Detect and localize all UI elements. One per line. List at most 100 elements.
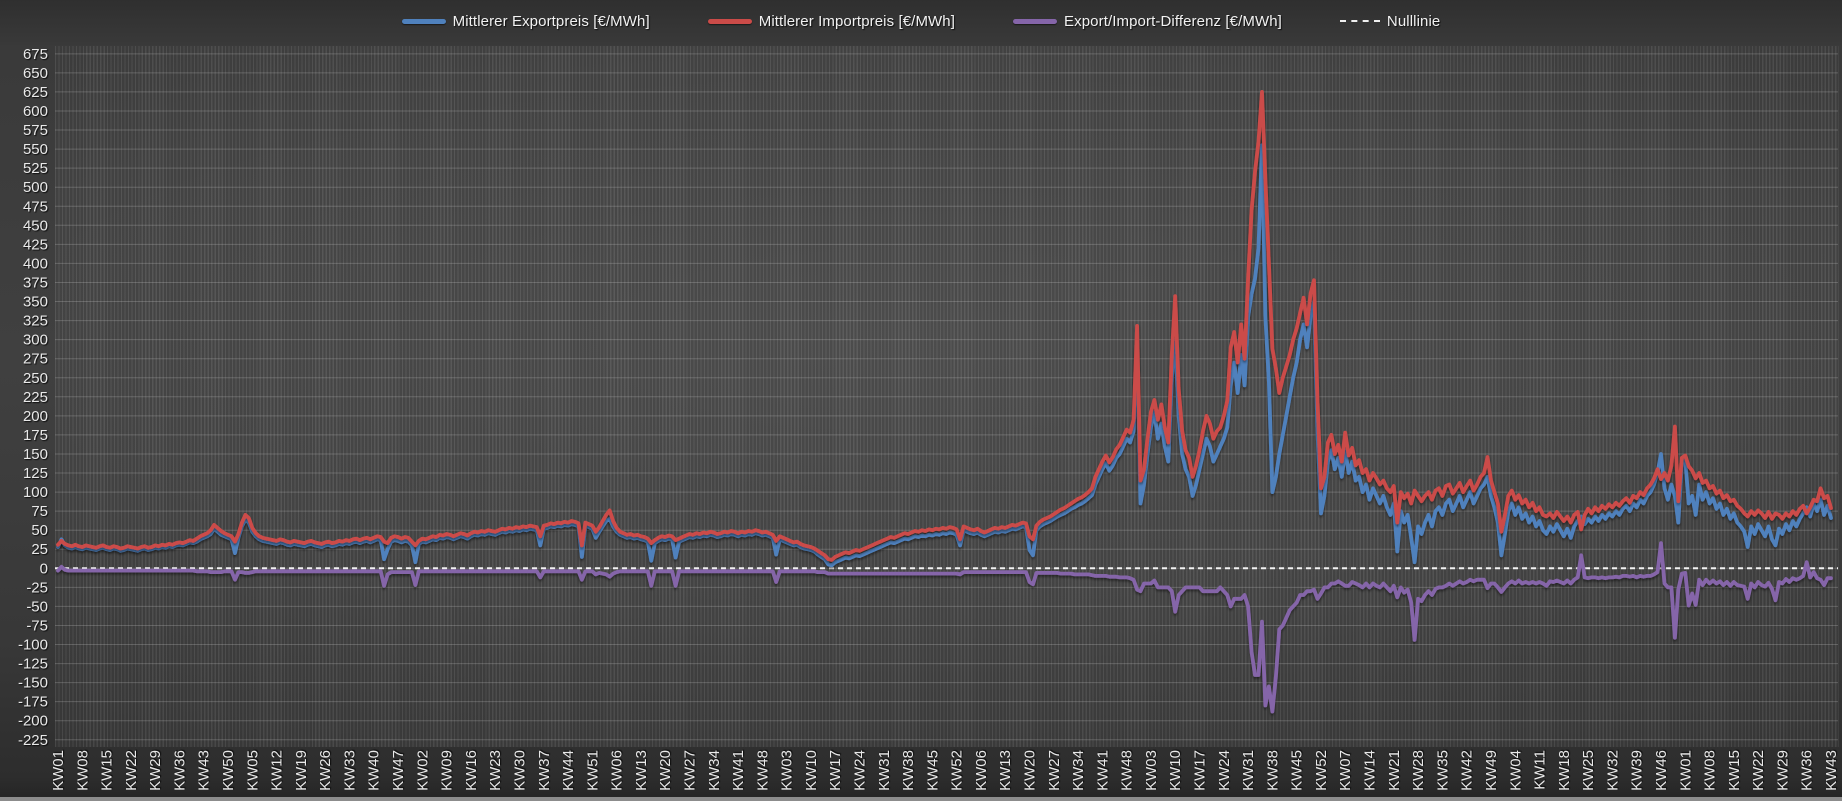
- x-tick-label: KW34: [706, 750, 723, 791]
- x-tick-label: KW24: [1216, 750, 1233, 791]
- x-tick-label: KW30: [511, 750, 528, 791]
- x-tick-label: KW33: [341, 750, 358, 791]
- y-tick-label: 325: [23, 313, 48, 330]
- y-tick-label: -50: [26, 598, 48, 615]
- x-tick-label: KW10: [803, 750, 820, 791]
- legend-label-exportpreis: Mittlerer Exportpreis [€/MWh]: [452, 12, 650, 30]
- x-tick-label: KW01: [1677, 750, 1694, 791]
- y-tick-label: 225: [23, 389, 48, 406]
- x-tick-label: KW15: [99, 750, 116, 791]
- y-tick-label: 375: [23, 274, 48, 291]
- x-tick-label: KW27: [681, 750, 698, 791]
- y-tick-label: 650: [23, 65, 48, 82]
- x-tick-label: KW17: [1192, 750, 1209, 791]
- y-tick-label: 475: [23, 198, 48, 215]
- x-tick-label: KW19: [293, 750, 310, 791]
- x-tick-label: KW21: [1386, 750, 1403, 791]
- x-tick-label: KW23: [487, 750, 504, 791]
- y-tick-label: 175: [23, 427, 48, 444]
- x-tick-label: KW44: [560, 750, 577, 791]
- y-tick-label: 400: [23, 255, 48, 272]
- x-tick-label: KW43: [196, 750, 213, 791]
- x-tick-label: KW12: [269, 750, 286, 791]
- x-tick-label: KW04: [1507, 750, 1524, 791]
- y-tick-label: 275: [23, 351, 48, 368]
- x-tick-label: KW06: [609, 750, 626, 791]
- x-tick-label: KW02: [414, 750, 431, 791]
- y-tick-label: 550: [23, 141, 48, 158]
- legend-item-importpreis: Mittlerer Importpreis [€/MWh]: [707, 12, 956, 30]
- y-tick-label: -175: [18, 694, 48, 711]
- x-tick-label: KW22: [123, 750, 140, 791]
- x-tick-label: KW38: [900, 750, 917, 791]
- x-tick-label: KW43: [1823, 750, 1840, 791]
- x-tick-label: KW16: [463, 750, 480, 791]
- x-tick-label: KW31: [1240, 750, 1257, 791]
- y-tick-label: -225: [18, 732, 48, 749]
- y-tick-label: 500: [23, 179, 48, 196]
- x-tick-label: KW36: [1799, 750, 1816, 791]
- export-import-difference-line: [56, 541, 1833, 714]
- x-tick-label: KW37: [536, 750, 553, 791]
- x-tick-label: KW36: [171, 750, 188, 791]
- x-tick-label: KW45: [1289, 750, 1306, 791]
- y-tick-label: 575: [23, 122, 48, 139]
- x-tick-label: KW52: [949, 750, 966, 791]
- y-tick-label: -25: [26, 579, 48, 596]
- x-tick-label: KW42: [1459, 750, 1476, 791]
- x-tick-label: KW41: [730, 750, 747, 791]
- x-tick-label: KW20: [1022, 750, 1039, 791]
- x-tick-label: KW51: [584, 750, 601, 791]
- x-tick-label: KW27: [1046, 750, 1063, 791]
- x-tick-label: KW07: [1337, 750, 1354, 791]
- x-tick-label: KW52: [1313, 750, 1330, 791]
- legend-label-importpreis: Mittlerer Importpreis [€/MWh]: [758, 12, 956, 30]
- x-tick-label: KW20: [657, 750, 674, 791]
- export-price-line: [56, 143, 1833, 568]
- x-tick-label: KW17: [827, 750, 844, 791]
- x-tick-label: KW11: [1532, 750, 1549, 790]
- x-tick-label: KW38: [1264, 750, 1281, 791]
- y-tick-label: -125: [18, 656, 48, 673]
- x-tick-label: KW41: [1094, 750, 1111, 791]
- x-tick-label: KW34: [1070, 750, 1087, 791]
- x-tick-label: KW26: [317, 750, 334, 791]
- import-price-line: [56, 90, 1833, 562]
- x-tick-label: KW24: [851, 750, 868, 791]
- legend-item-nulllinie: Nulllinie: [1339, 13, 1440, 30]
- y-tick-label: -200: [18, 713, 48, 730]
- x-tick-label: KW08: [74, 750, 91, 791]
- x-tick-label: KW03: [779, 750, 796, 791]
- y-tick-label: 125: [23, 465, 48, 482]
- y-tick-label: 300: [23, 332, 48, 349]
- legend-item-differenz: Export/Import-Differenz [€/MWh]: [1013, 13, 1282, 30]
- x-tick-label: KW32: [1604, 750, 1621, 791]
- y-tick-label: 75: [31, 503, 48, 520]
- y-tick-label: 600: [23, 103, 48, 120]
- x-tick-label: KW03: [1143, 750, 1160, 791]
- x-tick-label: KW35: [1434, 750, 1451, 791]
- y-tick-label: 100: [23, 484, 48, 501]
- legend-label-differenz: Export/Import-Differenz [€/MWh]: [1064, 12, 1282, 30]
- x-tick-label: KW46: [1653, 750, 1670, 791]
- y-gridlines: [55, 53, 1838, 741]
- x-tick-label: KW31: [876, 750, 893, 791]
- y-tick-label: 675: [23, 46, 48, 63]
- x-tick-label: KW48: [1119, 750, 1136, 791]
- legend-item-exportpreis: Mittlerer Exportpreis [€/MWh]: [401, 12, 650, 30]
- x-tick-label: KW13: [633, 750, 650, 791]
- x-tick-label: KW29: [147, 750, 164, 791]
- x-tick-label: KW50: [220, 750, 237, 791]
- x-tick-label: KW40: [366, 750, 383, 791]
- y-tick-label: 450: [23, 217, 48, 234]
- x-tick-label: KW05: [244, 750, 261, 791]
- y-tick-label: 150: [23, 446, 48, 463]
- x-tick-label: KW13: [997, 750, 1014, 791]
- window-bottom-edge: [0, 797, 1842, 801]
- differenz-line-swatch-icon: [1013, 18, 1058, 24]
- export-line-swatch-icon: [401, 18, 446, 24]
- x-tick-label: KW22: [1750, 750, 1767, 791]
- y-tick-label: -150: [18, 675, 48, 692]
- x-tick-label: KW28: [1410, 750, 1427, 791]
